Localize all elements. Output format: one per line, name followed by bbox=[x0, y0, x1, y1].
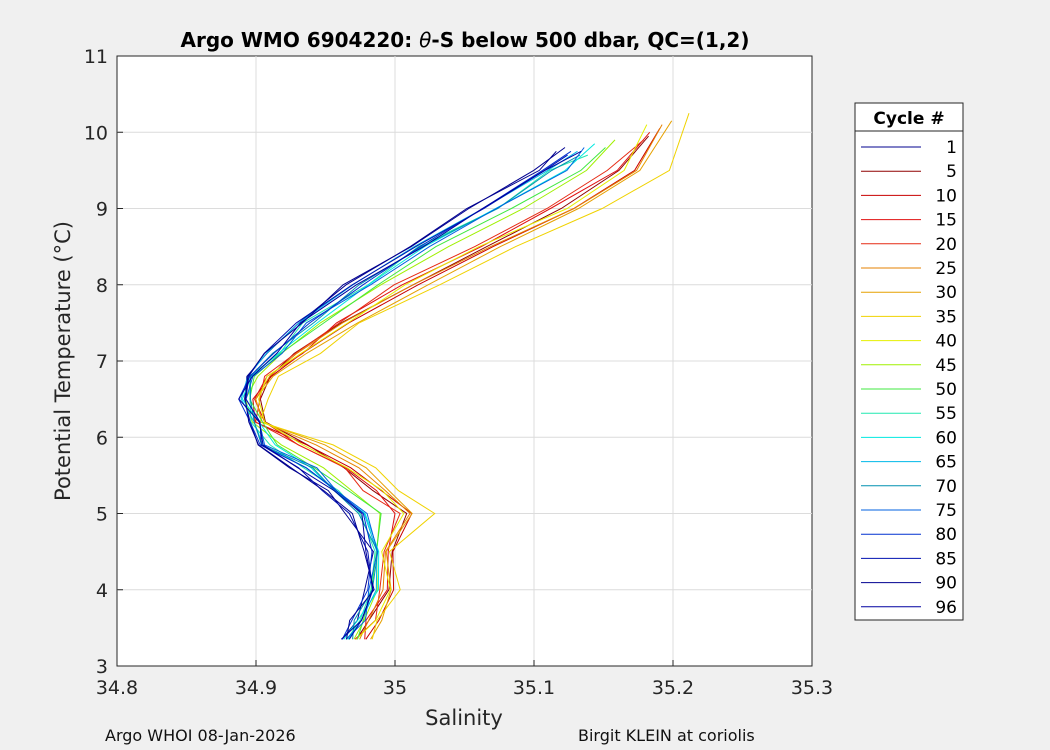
profile-line bbox=[238, 150, 582, 640]
y-tick-label: 7 bbox=[96, 351, 108, 373]
y-axis-ticks: 3 4 5 6 7 8 9 10 11 bbox=[84, 46, 123, 678]
legend-label: 5 bbox=[946, 162, 957, 182]
chart-title: Argo WMO 6904220: θ-S below 500 dbar, QC… bbox=[181, 28, 750, 52]
x-tick-label: 35.2 bbox=[652, 677, 694, 699]
footer-left: Argo WHOI 08-Jan-2026 bbox=[105, 726, 296, 745]
legend-title: Cycle # bbox=[873, 109, 944, 129]
legend-label: 85 bbox=[935, 549, 957, 569]
y-tick-label: 10 bbox=[84, 122, 108, 144]
profile-lines bbox=[238, 113, 690, 640]
x-axis-label: Salinity bbox=[425, 706, 503, 730]
y-tick-label: 6 bbox=[96, 427, 108, 449]
legend-label: 60 bbox=[935, 428, 957, 448]
profile-line bbox=[252, 128, 661, 640]
y-tick-label: 5 bbox=[96, 504, 108, 526]
legend-label: 10 bbox=[935, 186, 957, 206]
legend-label: 55 bbox=[935, 404, 957, 424]
x-tick-label: 34.8 bbox=[96, 677, 138, 699]
x-tick-label: 35.3 bbox=[791, 677, 833, 699]
legend-label: 90 bbox=[935, 574, 957, 594]
profile-line bbox=[241, 143, 596, 640]
legend-label: 45 bbox=[935, 356, 957, 376]
y-tick-label: 8 bbox=[96, 275, 108, 297]
chart-title-theta: θ bbox=[419, 28, 431, 52]
legend-label: 20 bbox=[935, 235, 957, 255]
x-axis-ticks: 34.8 34.9 35 35.1 35.2 35.3 bbox=[96, 660, 833, 699]
legend-label: 75 bbox=[935, 501, 957, 521]
x-tick-label: 35 bbox=[383, 677, 407, 699]
legend: Cycle # 15101520253035404550556065707580… bbox=[854, 102, 964, 621]
legend-label: 50 bbox=[935, 380, 957, 400]
chart-title-suffix: -S below 500 dbar, QC=(1,2) bbox=[431, 28, 749, 52]
legend-label: 40 bbox=[935, 332, 957, 352]
profile-line bbox=[245, 154, 568, 640]
profile-line bbox=[244, 147, 566, 640]
legend-label: 80 bbox=[935, 525, 957, 545]
legend-label: 96 bbox=[935, 598, 957, 618]
chart-title-prefix: Argo WMO 6904220: bbox=[181, 28, 420, 52]
y-tick-label: 11 bbox=[84, 46, 108, 68]
legend-label: 15 bbox=[935, 211, 957, 231]
legend-label: 65 bbox=[935, 453, 957, 473]
legend-label: 30 bbox=[935, 283, 957, 303]
legend-label: 70 bbox=[935, 477, 957, 497]
legend-label: 35 bbox=[935, 307, 957, 327]
y-tick-label: 9 bbox=[96, 199, 108, 221]
profile-line bbox=[238, 150, 572, 640]
profile-line bbox=[259, 113, 690, 640]
y-tick-label: 3 bbox=[96, 656, 108, 678]
footer-right: Birgit KLEIN at coriolis bbox=[578, 726, 755, 745]
legend-label: 25 bbox=[935, 259, 957, 279]
y-tick-label: 4 bbox=[96, 580, 108, 602]
profile-line bbox=[258, 124, 648, 640]
grid-lines bbox=[117, 56, 812, 666]
legend-label: 1 bbox=[946, 138, 957, 158]
y-axis-label: Potential Temperature (°C) bbox=[51, 221, 75, 501]
x-tick-label: 35.1 bbox=[513, 677, 555, 699]
profile-line bbox=[255, 120, 673, 640]
x-tick-label: 34.9 bbox=[235, 677, 277, 699]
